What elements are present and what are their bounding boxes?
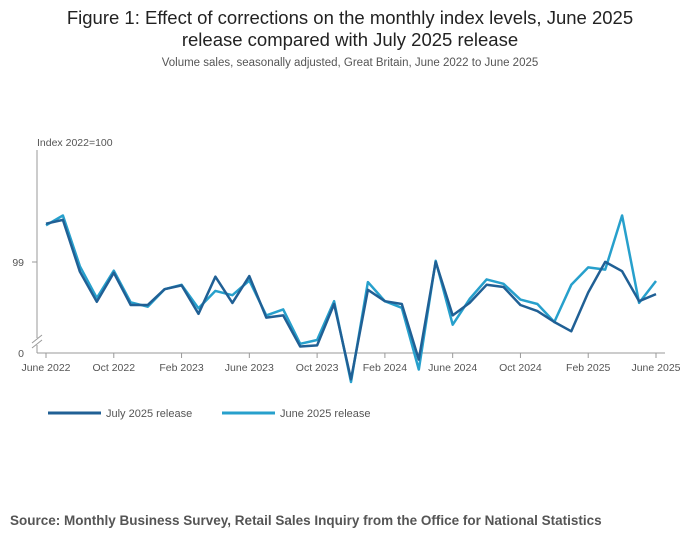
x-tick-label: Oct 2024: [499, 362, 542, 374]
y-tick-label-0: 0: [18, 348, 24, 360]
axis-break-mark-2: [31, 339, 43, 349]
chart-title-line-1: Figure 1: Effect of corrections on the m…: [66, 7, 634, 28]
series-lines: [45, 214, 657, 384]
chart-title-line-2: release compared with July 2025 release: [181, 29, 519, 50]
x-tick-label: June 2022: [21, 362, 70, 374]
axis-break-mark-1: [31, 334, 43, 344]
series-line-june-2025-release: [45, 214, 657, 384]
legend: July 2025 release June 2025 release: [48, 408, 371, 420]
legend-label: July 2025 release: [106, 408, 192, 420]
legend-label: June 2025 release: [280, 408, 371, 420]
series-line-july-2025-release: [45, 218, 657, 381]
x-tick-label: Feb 2024: [363, 362, 408, 374]
x-tick-label: June 2024: [428, 362, 477, 374]
chart-title: Figure 1: Effect of corrections on the m…: [0, 7, 700, 51]
x-tick-label: June 2023: [225, 362, 274, 374]
x-tick-label: Oct 2022: [92, 362, 135, 374]
x-tick-label: Feb 2023: [159, 362, 204, 374]
source-note: Source: Monthly Business Survey, Retail …: [10, 513, 602, 528]
y-tick-label-99: 99: [12, 257, 24, 269]
x-axis-ticks: June 2022 Oct 2022 Feb 2023 June 2023 Oct 20…: [21, 353, 681, 374]
x-tick-label: Feb 2025: [566, 362, 611, 374]
x-tick-label: Oct 2023: [296, 362, 339, 374]
y-axis-label: Index 2022=100: [37, 137, 113, 149]
x-tick-label: June 2025: [631, 362, 680, 374]
chart-subtitle: Volume sales, seasonally adjusted, Great…: [161, 57, 539, 69]
